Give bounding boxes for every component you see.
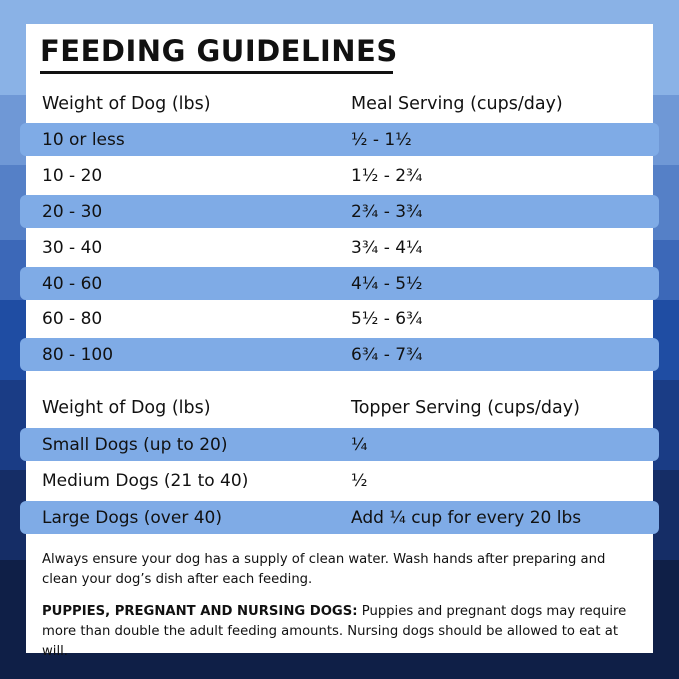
note-heading: PUPPIES, PREGNANT AND NURSING DOGS:	[42, 604, 358, 619]
table-cell: 80 - 100	[42, 345, 114, 366]
table-cell: 30 - 40	[42, 237, 103, 258]
note: PUPPIES, PREGNANT AND NURSING DOGS: Pupp…	[42, 602, 642, 662]
column-header: Topper Serving (cups/day)	[351, 398, 580, 418]
table-cell: 10 - 20	[42, 165, 103, 186]
row-highlight	[20, 194, 659, 228]
column-header: Meal Serving (cups/day)	[351, 94, 563, 114]
table-cell: ½ - 1½	[351, 129, 412, 150]
row-highlight	[20, 266, 659, 300]
table-cell: ½	[351, 471, 368, 491]
note-text: Puppies and pregnant dogs may require mo…	[42, 604, 627, 659]
table-cell: 20 - 30	[42, 201, 103, 222]
row-highlight	[20, 338, 659, 372]
title: FEEDING GUIDELINES	[40, 34, 398, 68]
table-cell: Medium Dogs (21 to 40)	[42, 471, 249, 491]
table-cell: Large Dogs (over 40)	[42, 507, 222, 528]
table-cell: 40 - 60	[42, 273, 103, 294]
table-cell: 60 - 80	[42, 309, 103, 330]
table-cell: 6¾ - 7¾	[351, 345, 423, 366]
table-cell: 2¾ - 3¾	[351, 201, 423, 222]
column-header: Weight of Dog (lbs)	[42, 398, 211, 418]
table-cell: 10 or less	[42, 129, 125, 150]
table-cell: 5½ - 6¾	[351, 309, 423, 330]
table-cell: ¼	[351, 434, 368, 455]
column-header: Weight of Dog (lbs)	[42, 94, 211, 114]
row-highlight	[20, 500, 659, 534]
table-cell: 1½ - 2¾	[351, 165, 423, 186]
table-cell: Small Dogs (up to 20)	[42, 434, 228, 455]
title-underline	[40, 71, 393, 74]
table-cell: 4¼ - 5½	[351, 273, 423, 294]
table-cell: Add ¼ cup for every 20 lbs	[351, 507, 582, 528]
note: Always ensure your dog has a supply of c…	[42, 552, 606, 587]
row-highlight	[20, 427, 659, 461]
row-highlight	[20, 122, 659, 156]
table-cell: 3¾ - 4¼	[351, 237, 423, 258]
